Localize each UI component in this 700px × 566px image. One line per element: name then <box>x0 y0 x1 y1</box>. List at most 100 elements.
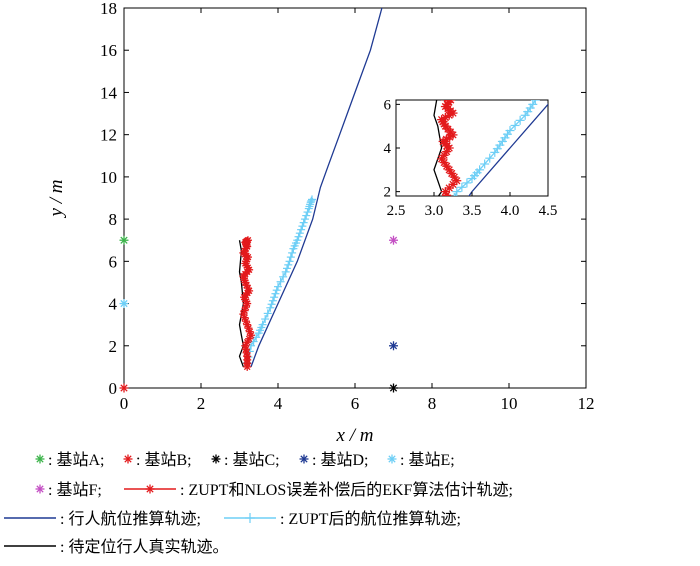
y-tick-label: 16 <box>100 41 117 60</box>
station-marker-stroke <box>120 384 128 392</box>
x-tick-label: 12 <box>578 394 595 413</box>
series-star-marker-stroke <box>438 92 444 98</box>
series-plus-marker <box>480 159 490 169</box>
series-star-marker-stroke <box>244 284 252 292</box>
series-star-marker-stroke <box>443 83 449 89</box>
x-tick-label: 0 <box>120 394 129 413</box>
legend-label: : 基站B; <box>136 451 192 469</box>
series-star-marker-stroke <box>453 177 461 185</box>
y-tick-label: 2 <box>109 337 118 356</box>
series-star-marker-stroke <box>450 173 458 181</box>
series-star-marker <box>442 87 451 96</box>
legend-star-icon-stroke <box>36 485 44 493</box>
series-star-marker <box>443 83 452 92</box>
series-plus-marker <box>305 202 314 211</box>
series-star-marker-stroke <box>446 210 452 216</box>
series-star-marker-stroke <box>246 328 254 335</box>
legend: : 基站A;: 基站B;: 基站C;: 基站D;: 基站E;: 基站F;: ZU… <box>4 451 513 556</box>
inset-x-tick-label: 2.5 <box>387 203 406 219</box>
series-star-marker-stroke <box>443 88 449 94</box>
series-star-marker-stroke <box>446 210 452 216</box>
series-star-marker <box>442 82 451 91</box>
series-star-marker-stroke <box>446 80 452 86</box>
series-star-marker-stroke <box>445 191 451 196</box>
legend-label: : 基站A; <box>48 451 104 469</box>
series-star-marker-stroke <box>245 324 252 332</box>
inset-x-tick-label: 4.0 <box>501 203 520 219</box>
y-tick-label: 12 <box>100 126 117 145</box>
series-plus-marker <box>537 100 539 101</box>
series-plus-marker <box>293 236 302 245</box>
series-plus-marker <box>530 100 540 105</box>
series-plus-marker <box>297 225 306 234</box>
series-star-marker-stroke <box>448 79 454 85</box>
station-marker-stroke <box>389 236 398 244</box>
series-line <box>250 7 383 368</box>
series-star-marker-stroke <box>443 88 449 94</box>
inset-x-tick-label: 3.0 <box>425 203 444 219</box>
series-star-marker-stroke <box>442 82 448 88</box>
series-star-marker <box>445 209 454 218</box>
series-plus-marker <box>569 41 578 50</box>
series-plus-marker <box>485 153 495 163</box>
series-plus-marker <box>249 337 258 346</box>
series-plus-marker <box>561 53 570 62</box>
series-plus-marker <box>445 205 454 214</box>
series-star-marker-stroke <box>446 207 452 213</box>
x-axis-label: x / m <box>336 425 374 446</box>
series-plus-marker <box>306 200 315 209</box>
series-plus-marker <box>288 248 297 257</box>
legend-label: : 行人航位推算轨迹; <box>60 509 201 528</box>
series-star-marker-stroke <box>448 79 454 85</box>
inset-x-tick-label: 4.5 <box>539 203 558 219</box>
legend-star-icon-stroke <box>124 455 132 463</box>
series-plus-marker <box>307 196 316 205</box>
plot-area <box>123 7 587 389</box>
series-line <box>468 103 548 196</box>
y-tick-label: 4 <box>109 295 118 314</box>
series-plus-marker <box>462 178 472 188</box>
series-star-marker-stroke <box>244 236 252 244</box>
inset-x-axis-ticks: 2.5 3.0 3.5 4.0 4.5 <box>387 192 558 219</box>
series-star-marker-stroke <box>448 169 456 178</box>
legend-label: : ZUPT和NLOS误差补偿后的EKF算法估计轨迹; <box>180 480 513 499</box>
legend-star-icon <box>145 484 155 494</box>
series-plus-marker <box>261 315 270 324</box>
legend-star-icon <box>123 454 133 464</box>
series-plus-marker <box>303 208 312 217</box>
series-plus-marker <box>268 296 277 305</box>
series-plus-marker <box>571 37 580 46</box>
series-star-marker-stroke <box>447 100 452 104</box>
legend-star-icon-stroke <box>388 455 396 463</box>
inset-y-tick-label: 2 <box>384 185 392 201</box>
series-line <box>246 197 314 363</box>
series-plus-marker <box>556 60 565 69</box>
series-star-marker-stroke <box>449 100 455 104</box>
y-axis-ticks: 0 2 4 6 8 10 12 14 16 18 <box>100 0 586 398</box>
series-plus-marker <box>559 56 568 65</box>
station-marker-stroke <box>120 299 128 308</box>
station-marker <box>119 383 129 393</box>
series-plus-marker <box>551 67 560 76</box>
series-plus-marker <box>308 195 317 204</box>
series-plus-marker <box>279 272 288 281</box>
series-star-marker-stroke <box>242 317 250 325</box>
series-star-marker <box>438 92 444 101</box>
series-star-marker-stroke <box>441 90 447 96</box>
series-plus-marker <box>453 192 455 196</box>
series-plus-marker <box>505 126 515 136</box>
legend-star-icon-stroke <box>212 455 220 463</box>
station-marker <box>389 383 398 393</box>
legend-star-icon <box>387 454 397 464</box>
series-plus-marker <box>295 229 304 238</box>
station-marker <box>389 341 398 351</box>
series-star-marker-stroke <box>446 86 452 92</box>
series-plus-marker <box>286 253 295 262</box>
series-star-marker <box>444 79 453 88</box>
inset-y-tick-label: 4 <box>384 141 392 157</box>
series-star-marker <box>241 341 250 350</box>
series-plus-marker <box>510 120 520 130</box>
series-star-marker-stroke <box>446 86 452 92</box>
series-star-marker-stroke <box>438 92 444 98</box>
